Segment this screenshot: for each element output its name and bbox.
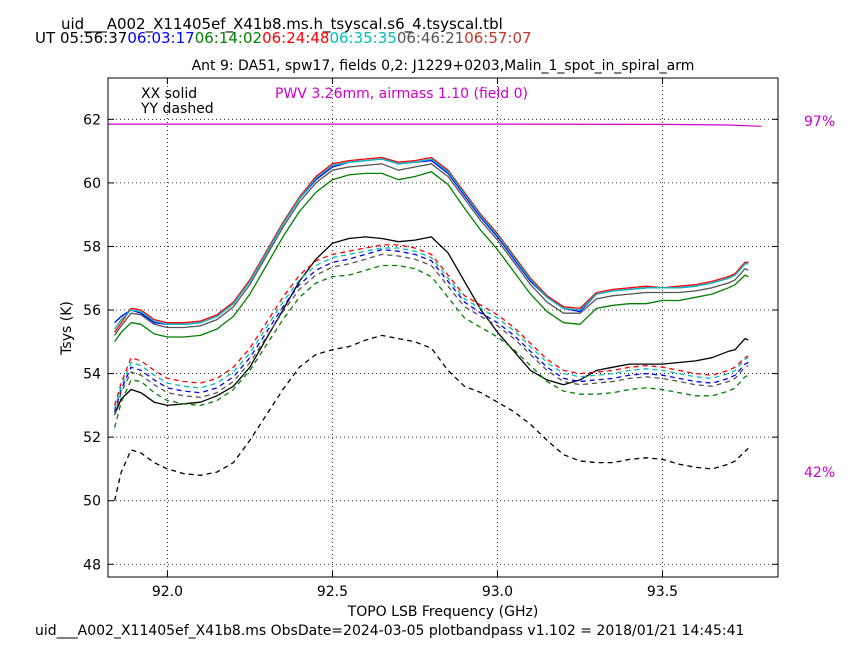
data-series xyxy=(108,123,762,501)
y-tick-label: 58 xyxy=(83,239,101,255)
ut-time-0: 05:56:37 xyxy=(60,29,127,47)
header-ut-label: UT xyxy=(35,29,56,47)
ut-time-3: 06:24:48 xyxy=(262,29,329,47)
series-line-dashed-6 xyxy=(113,334,749,501)
series-line-solid-2 xyxy=(114,171,749,343)
series-line-solid-5 xyxy=(114,163,749,336)
series-line-solid-1 xyxy=(114,158,749,325)
chart-header: uid___A002_X11405ef_X41b8.ms.h_tsyscal.s… xyxy=(35,15,532,47)
header-filename: uid___A002_X11405ef_X41b8.ms.h_tsyscal.s… xyxy=(61,15,503,34)
series-line-solid-4 xyxy=(114,158,749,330)
chart-title: Ant 9: DA51, spw17, fields 0,2: J1229+02… xyxy=(192,58,695,74)
series-line-dashed-9 xyxy=(113,244,749,406)
legend-dashed: YY dashed xyxy=(140,101,214,117)
y-tick-label: 60 xyxy=(83,176,101,192)
header-ut-times: UT 05:56:3706:03:1706:14:0206:24:4806:35… xyxy=(35,29,532,47)
series-line-solid-0 xyxy=(113,236,749,416)
series-line-dashed-11 xyxy=(113,253,749,416)
grid-lines xyxy=(108,78,778,577)
y-tick-label: 56 xyxy=(83,303,101,319)
series-line-dashed-7 xyxy=(113,248,749,412)
pwv-annotation: PWV 3.26mm, airmass 1.10 (field 0) xyxy=(275,86,528,102)
right-label-top: 97% xyxy=(804,114,835,130)
ut-time-1: 06:03:17 xyxy=(127,29,194,47)
series-line-solid-3 xyxy=(114,156,749,333)
footer-text: uid___A002_X11405ef_X41b8.ms ObsDate=202… xyxy=(35,623,744,639)
y-tick-label: 62 xyxy=(83,112,101,128)
x-tick-label: 92.5 xyxy=(317,584,348,600)
x-tick-label: 93.0 xyxy=(482,584,513,600)
x-axis-label: TOPO LSB Frequency (GHz) xyxy=(347,604,539,620)
series-line-dashed-10 xyxy=(113,247,749,409)
x-tick-label: 92.0 xyxy=(152,584,183,600)
y-axis-label: Tsys (K) xyxy=(59,301,75,356)
y-tick-label: 52 xyxy=(83,430,101,446)
ut-time-4: 06:35:35 xyxy=(329,29,396,47)
x-tick-label: 93.5 xyxy=(647,584,678,600)
plot-frame xyxy=(107,77,779,578)
y-tick-label: 50 xyxy=(83,494,101,510)
axis-ticks: 92.0 92.5 93.0 93.5 48 50 52 54 56 58 60 62 xyxy=(83,78,778,600)
y-tick-label: 48 xyxy=(83,557,101,573)
transmission-curve xyxy=(108,123,762,127)
series-line-dashed-8 xyxy=(113,264,749,428)
ut-time-5: 06:46:21 xyxy=(397,29,464,47)
ut-time-6: 06:57:07 xyxy=(464,29,531,47)
ut-time-2: 06:14:02 xyxy=(195,29,262,47)
y-tick-label: 54 xyxy=(83,367,101,383)
legend-solid: XX solid xyxy=(141,86,197,102)
right-label-bottom: 42% xyxy=(804,465,835,481)
